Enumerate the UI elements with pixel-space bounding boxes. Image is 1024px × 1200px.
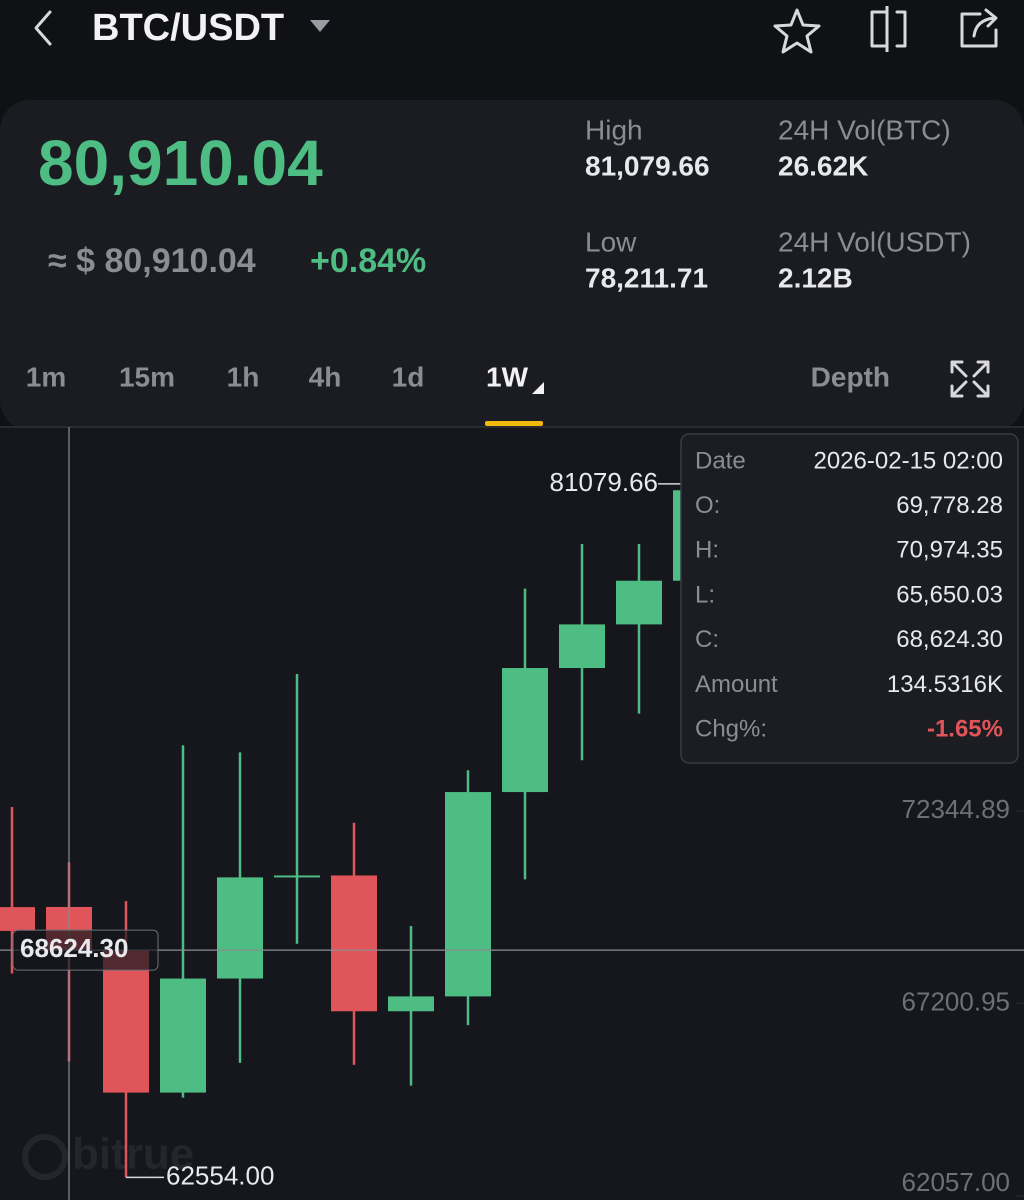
crosshair-label: 68624.30	[20, 933, 128, 963]
y-tick-label: 72344.89	[902, 794, 1010, 824]
candle-body	[388, 996, 434, 1012]
pair-dropdown[interactable]	[310, 20, 330, 32]
stat-label: 24H Vol(USDT)	[778, 226, 971, 257]
candle-body	[274, 875, 320, 878]
tooltip-label: Chg%:	[695, 716, 767, 743]
interval-tab[interactable]: 4h	[309, 361, 342, 392]
tooltip-box	[680, 433, 1019, 764]
candle-body	[502, 668, 548, 793]
tooltip-value: 70,974.35	[896, 537, 1003, 564]
interval-tab[interactable]: 1m	[26, 361, 66, 392]
crosshair-label-box	[12, 929, 159, 971]
stat-label: Low	[585, 226, 637, 257]
watermark-logo	[22, 1134, 68, 1180]
fullscreen-icon[interactable]	[950, 360, 990, 398]
min-label: 62554.00	[166, 1160, 274, 1190]
tooltip-label: C:	[695, 626, 719, 653]
chart-overlay: 68624.30 Date 2026-02-15 02:00 O: 69,778.28 H…	[0, 427, 1024, 1200]
max-label: 81079.66	[550, 467, 658, 497]
compare-icon[interactable]	[870, 6, 907, 52]
tooltip-label: O:	[695, 492, 720, 519]
candle-body	[217, 877, 263, 979]
candle-body	[160, 978, 206, 1093]
last-price: 80,910.04	[38, 127, 323, 199]
interval-tab[interactable]: 1h	[227, 361, 260, 392]
pair-title[interactable]: BTC/USDT	[92, 7, 284, 49]
interval-tabs: 1m 15m 1h 4h 1d 1W	[26, 361, 544, 426]
active-tab-corner	[532, 382, 544, 394]
tooltip-label: L:	[695, 581, 715, 608]
candle-body	[445, 792, 491, 997]
candle-body	[0, 907, 35, 931]
watermark: bitrue	[72, 1130, 194, 1179]
ticker-card	[0, 100, 1024, 430]
stat-label: High	[585, 114, 643, 145]
stat-value: 26.62K	[778, 150, 868, 181]
tooltip-value: 65,650.03	[896, 581, 1003, 608]
tooltip-label: Amount	[695, 671, 778, 698]
fiat-price: ≈ $ 80,910.04	[48, 242, 256, 280]
candle-body	[103, 950, 149, 1093]
tooltip-value: 134.5316K	[887, 671, 1003, 698]
candle-body	[616, 580, 662, 625]
tooltip-label: H:	[695, 537, 719, 564]
tooltip-label: Date	[695, 447, 746, 474]
candle-body	[331, 875, 377, 1012]
back-button[interactable]	[34, 10, 52, 46]
favorite-icon[interactable]	[773, 8, 821, 54]
y-tick-label: 67200.95	[902, 986, 1010, 1016]
candle-body	[559, 624, 605, 669]
tooltip-value: 69,778.28	[896, 492, 1003, 519]
stat-value: 81,079.66	[585, 150, 710, 181]
change-percent: +0.84%	[310, 242, 426, 280]
tooltip-value: 2026-02-15 02:00	[814, 447, 1004, 474]
active-tab-underline	[485, 421, 543, 426]
tooltip-value: 68,624.30	[896, 626, 1003, 653]
interval-tab[interactable]: 15m	[119, 361, 175, 392]
stat-value: 2.12B	[778, 262, 853, 293]
tooltip-value: -1.65%	[927, 716, 1003, 743]
interval-tab[interactable]: 1d	[392, 361, 425, 392]
y-tick-label: 62057.00	[902, 1167, 1010, 1197]
share-icon[interactable]	[960, 8, 998, 48]
interval-tab[interactable]: 1W	[486, 361, 529, 392]
stat-label: 24H Vol(BTC)	[778, 114, 951, 145]
depth-tab[interactable]: Depth	[811, 361, 890, 392]
stat-value: 78,211.71	[585, 262, 708, 293]
